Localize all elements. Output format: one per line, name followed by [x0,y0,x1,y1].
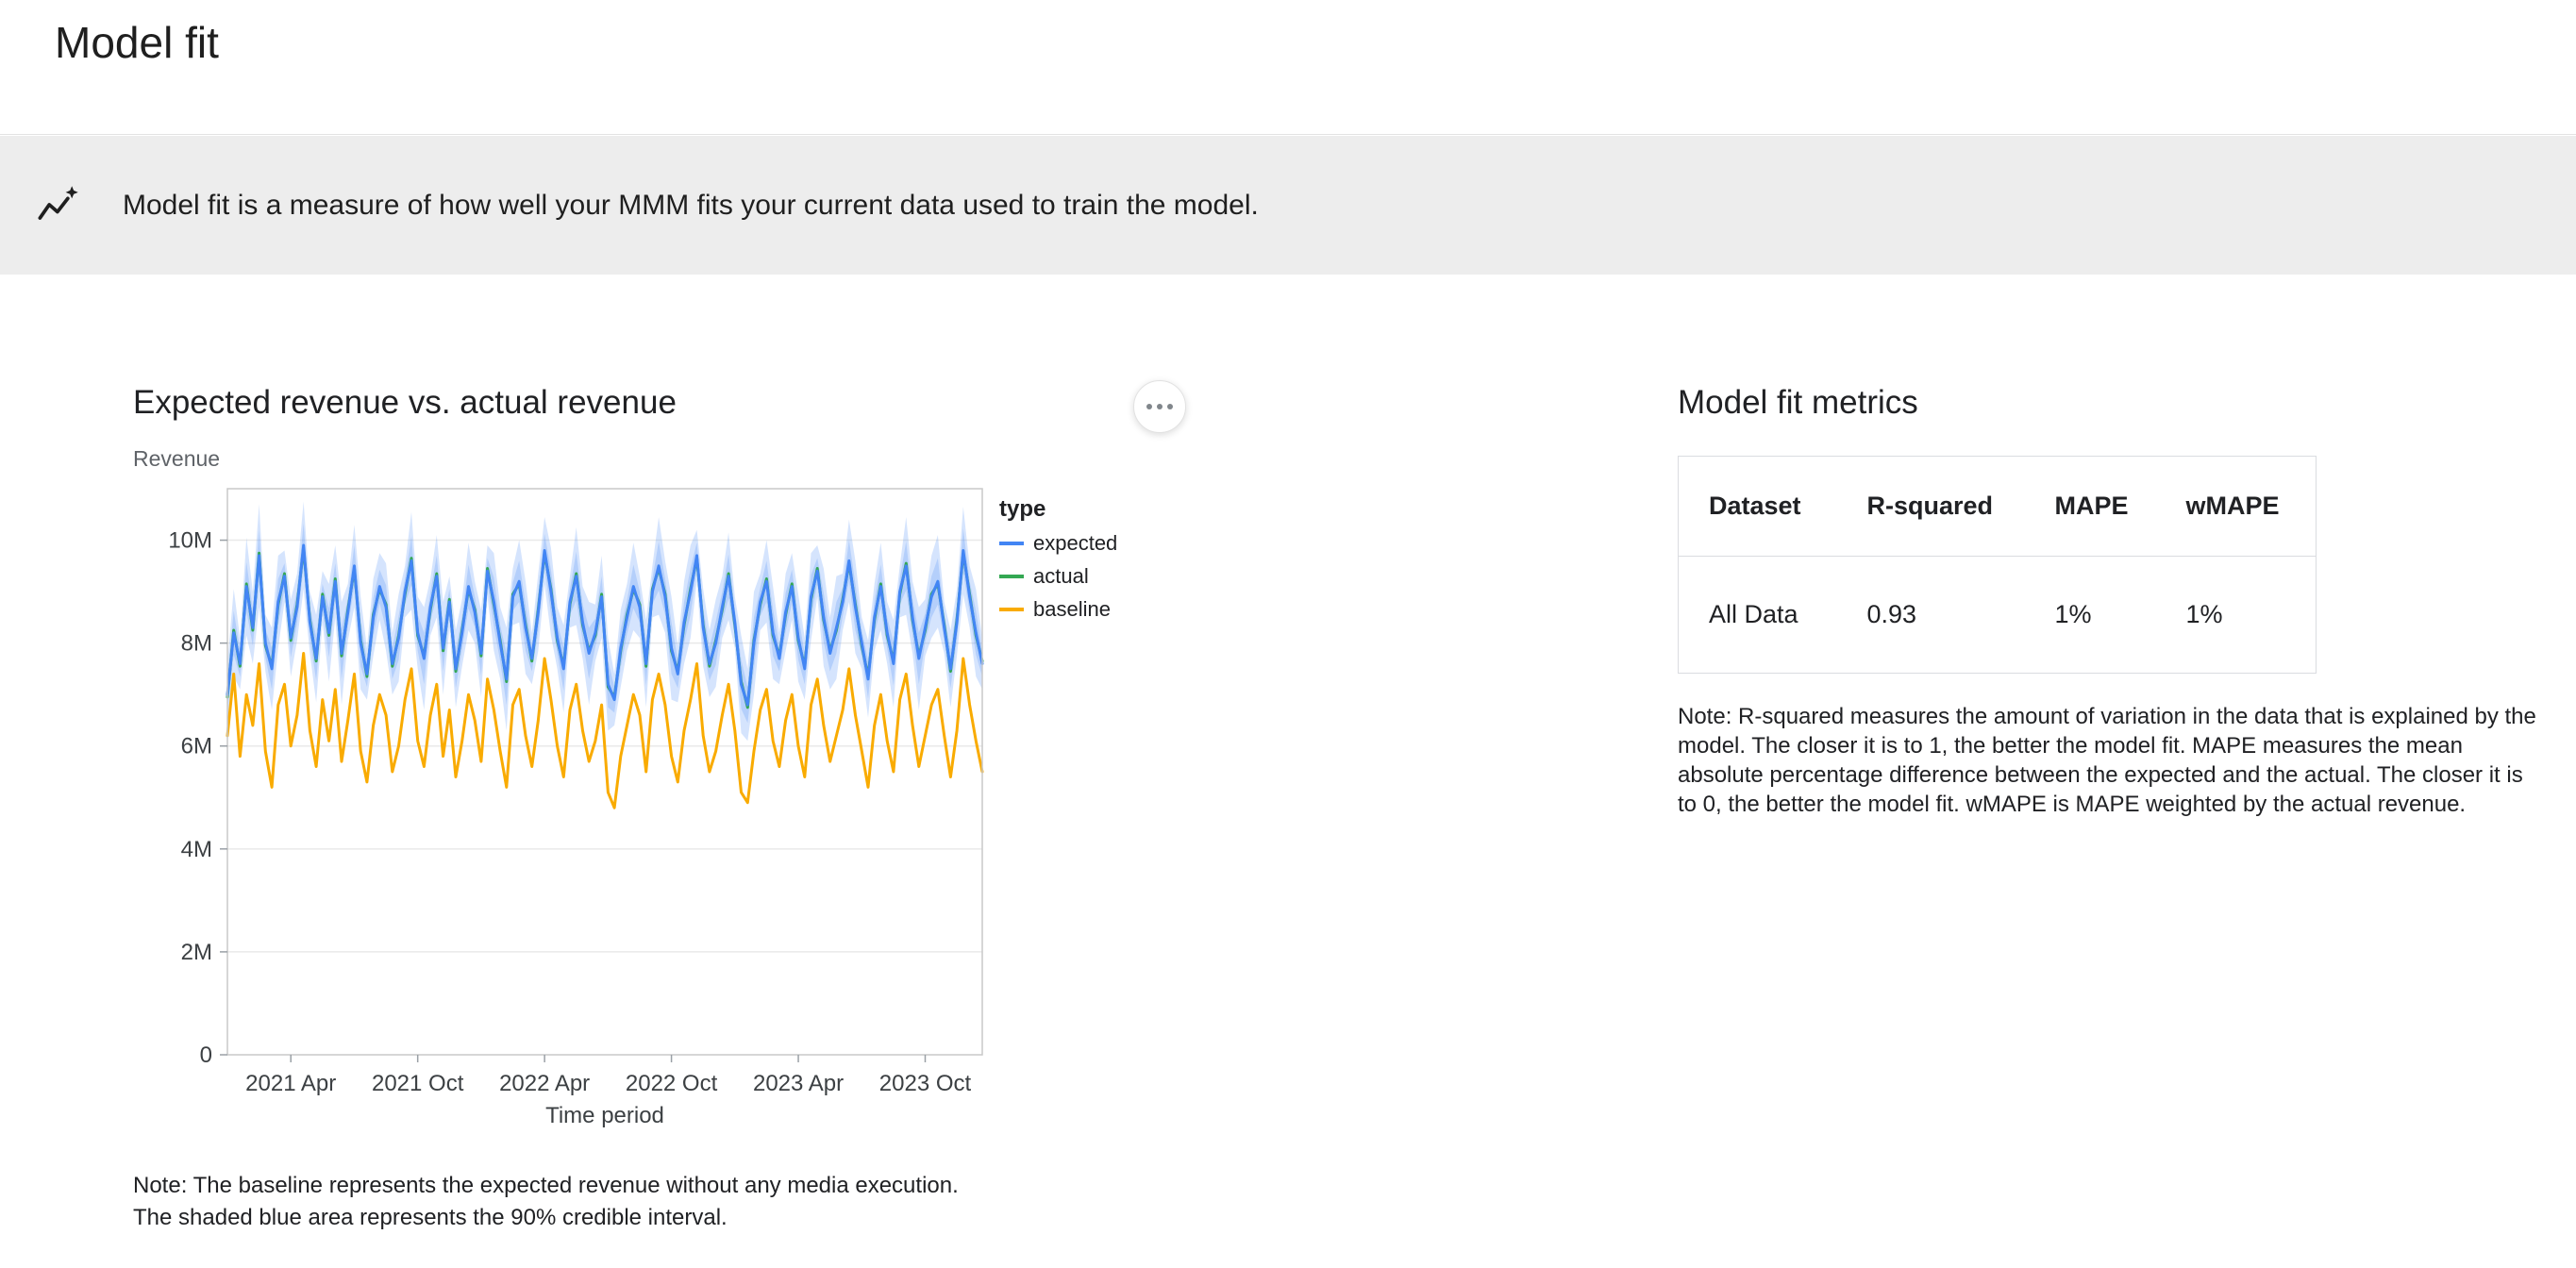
actual-line-swatch-icon [999,575,1024,578]
cell-r-squared: 0.93 [1866,600,1917,628]
svg-text:4M: 4M [181,837,212,862]
three-dots-icon [1146,404,1152,409]
legend-label: expected [1033,531,1118,555]
chart-note-line-2: The shaded blue area represents the 90% … [133,1205,728,1230]
chart-y-axis-caption: Revenue [133,446,221,471]
metrics-table-header-row: Dataset R-squared MAPE wMAPE [1678,457,2317,557]
page-title: Model fit [55,18,219,67]
legend-entry-baseline: baseline [999,597,1197,622]
svg-text:2021 Apr: 2021 Apr [245,1071,336,1096]
header-wmape: wMAPE [2185,492,2280,520]
chart-note: Note: The baseline represents the expect… [133,1170,1360,1234]
header-dataset: Dataset [1709,492,1801,520]
cell-mape: 1% [2054,600,2092,628]
svg-text:0: 0 [200,1043,212,1068]
svg-text:10M: 10M [168,528,212,554]
metrics-table: Dataset R-squared MAPE wMAPE All Data 0.… [1678,456,2317,674]
metrics-note: Note: R-squared measures the amount of v… [1678,704,2536,817]
cell-wmape: 1% [2185,600,2223,628]
cell-dataset: All Data [1709,600,1798,628]
chart-menu-button[interactable] [1133,380,1186,433]
svg-text:2022 Apr: 2022 Apr [499,1071,590,1096]
chart-area: 0 2M 4M 6M 8M 10M 2021 Apr 2021 Oct 2022 Apr 2022… [133,481,1360,1142]
page-header: Model fit [0,0,2576,135]
svg-text:2023 Apr: 2023 Apr [753,1071,844,1096]
three-dots-icon [1167,404,1173,409]
info-banner: Model fit is a measure of how well your … [0,136,2576,275]
svg-text:6M: 6M [181,734,212,759]
svg-text:2M: 2M [181,940,212,965]
model-fit-metrics-card: Model fit metrics Dataset R-squared MAPE… [1678,380,2541,819]
svg-text:2023 Oct: 2023 Oct [879,1071,972,1096]
svg-text:Time period: Time period [545,1103,664,1128]
chart-note-line-1: Note: The baseline represents the expect… [133,1173,959,1198]
baseline-line-swatch-icon [999,608,1024,611]
svg-text:2022 Oct: 2022 Oct [626,1071,718,1096]
revenue-chart: 0 2M 4M 6M 8M 10M 2021 Apr 2021 Oct 2022 Apr 2022… [168,488,984,1128]
metrics-title: Model fit metrics [1678,384,1918,421]
model-fit-sparkline-icon [38,185,78,220]
legend-label: baseline [1033,597,1111,621]
chart-title: Expected revenue vs. actual revenue [133,384,677,421]
revenue-chart-card: Expected revenue vs. actual revenue Reve… [133,380,1360,1234]
metrics-table-row: All Data 0.93 1% 1% [1679,557,2317,674]
legend-entry-expected: expected [999,531,1197,556]
svg-text:2021 Oct: 2021 Oct [372,1071,464,1096]
legend-title: type [999,496,1046,522]
three-dots-icon [1157,404,1163,409]
legend-entries: expected actual baseline [999,531,1197,622]
chart-legend: type expected actual baseline [999,496,1197,1142]
expected-line-swatch-icon [999,542,1024,545]
header-mape: MAPE [2054,492,2129,520]
svg-text:8M: 8M [181,631,212,657]
legend-label: actual [1033,564,1089,588]
legend-entry-actual: actual [999,564,1197,589]
info-banner-text: Model fit is a measure of how well your … [123,189,1259,221]
header-r-squared: R-squared [1866,492,1994,520]
